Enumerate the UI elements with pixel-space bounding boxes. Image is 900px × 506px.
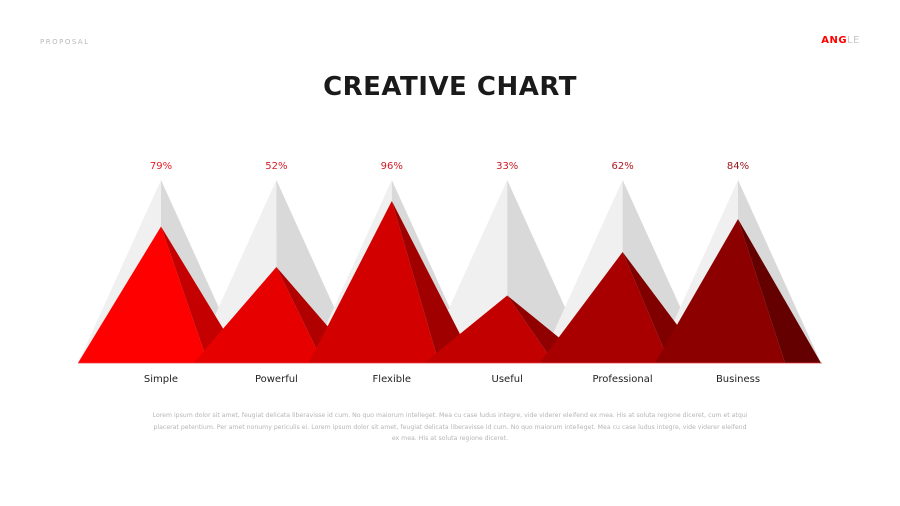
- value-triangle-flexible: [308, 201, 439, 363]
- value-triangle-powerful: [193, 267, 324, 363]
- brand-primary: ANG: [821, 35, 848, 46]
- value-label: 96%: [381, 161, 403, 172]
- category-label: Powerful: [255, 374, 298, 385]
- category-label: Professional: [593, 374, 653, 385]
- value-triangle-shade: [391, 201, 475, 363]
- category-label: Simple: [144, 374, 178, 385]
- value-label: 84%: [727, 161, 749, 172]
- category-label: Useful: [492, 374, 523, 385]
- value-triangle-professional: [539, 252, 670, 363]
- category-label: Business: [716, 374, 760, 385]
- brand-secondary: LE: [847, 35, 860, 46]
- category-label: Flexible: [373, 374, 411, 385]
- page-title: CREATIVE CHART: [323, 72, 577, 102]
- proposal-tag: PROPOSAL: [40, 38, 90, 46]
- value-triangle-simple: [78, 226, 208, 363]
- value-triangle-useful: [424, 295, 555, 363]
- value-label: 33%: [496, 161, 518, 172]
- value-label: 62%: [611, 161, 633, 172]
- body-text: Lorem ipsum dolor sit amet, feugiat deli…: [152, 412, 748, 442]
- value-label: 79%: [150, 161, 172, 172]
- value-label: 52%: [265, 161, 287, 172]
- value-triangle-shade: [738, 219, 821, 363]
- value-triangle-business: [655, 219, 785, 363]
- brand-logo: ANGLE: [821, 35, 860, 46]
